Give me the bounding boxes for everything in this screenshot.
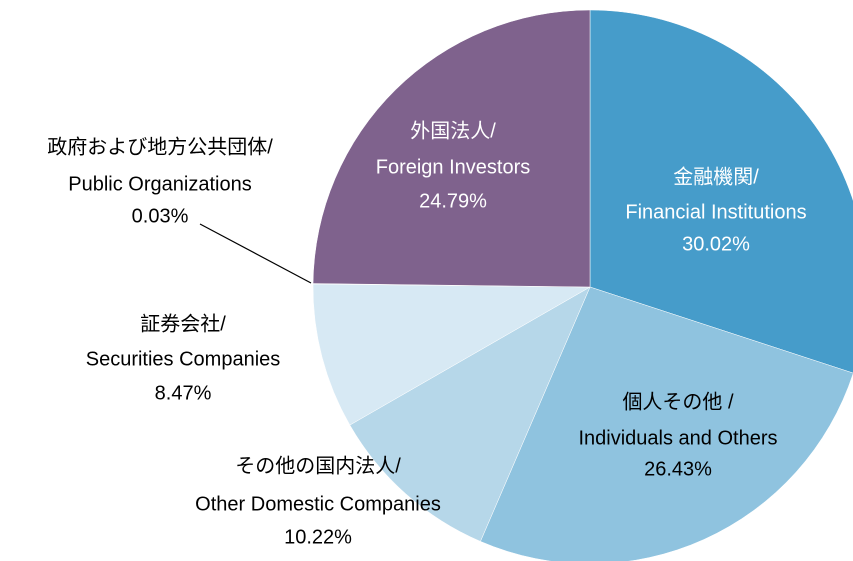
slice-value-label: 10.22% <box>284 526 352 548</box>
slice-label-jp: 政府および地方公共団体/ <box>47 135 273 158</box>
slice-label-jp: 個人その他 / <box>622 390 734 413</box>
slice-label-jp: 外国法人/ <box>410 119 496 142</box>
slice-label-en: Financial Institutions <box>625 201 806 223</box>
slice-value-label: 0.03% <box>132 205 189 227</box>
slice-label-en: Foreign Investors <box>376 156 531 178</box>
leader-line <box>199 223 312 284</box>
slice-label-jp: その他の国内法人/ <box>235 454 401 477</box>
pie-slice <box>589 9 853 374</box>
slice-value-label: 26.43% <box>644 458 712 480</box>
pie-slice <box>480 286 853 561</box>
slice-label-en: Securities Companies <box>86 348 281 370</box>
pie-slice <box>312 283 591 426</box>
slice-label-jp: 証券会社/ <box>140 312 226 335</box>
slice-label-en: Public Organizations <box>68 173 251 195</box>
slice-label-en: Individuals and Others <box>578 427 777 449</box>
slice-value-label: 30.02% <box>682 233 750 255</box>
slice-value-label: 24.79% <box>419 190 487 212</box>
slice-value-label: 8.47% <box>155 382 212 404</box>
slice-label-jp: 金融機関/ <box>673 165 759 188</box>
pie-slice <box>349 286 591 542</box>
pie-slice <box>312 9 591 288</box>
slice-label-en: Other Domestic Companies <box>195 493 441 515</box>
